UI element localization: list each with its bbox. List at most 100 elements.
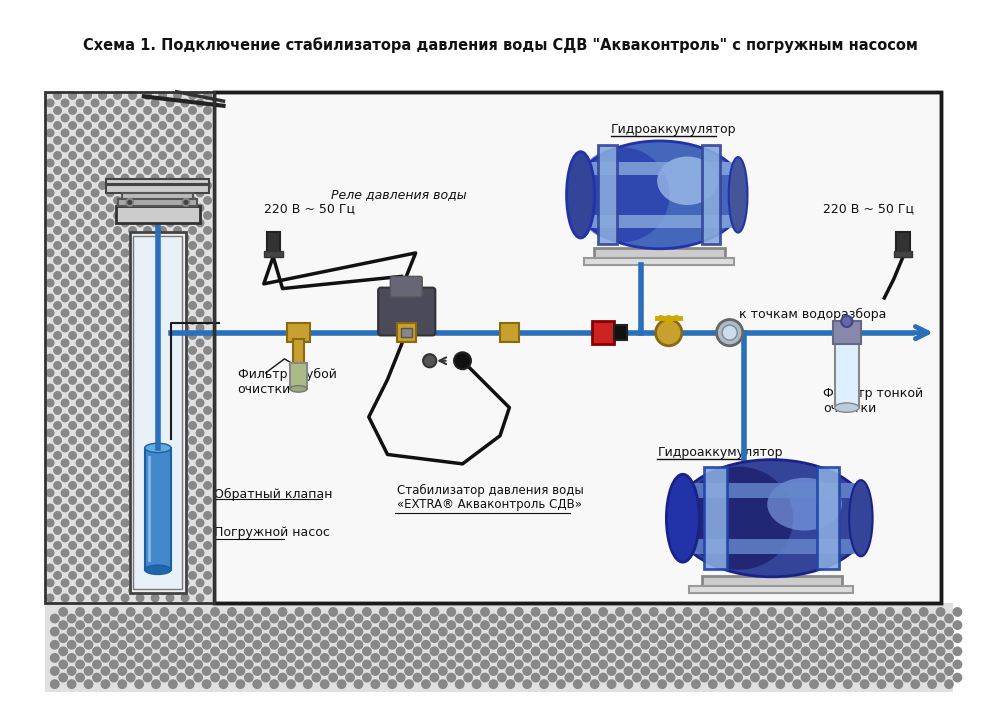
Circle shape xyxy=(144,106,151,114)
Circle shape xyxy=(174,377,181,384)
Circle shape xyxy=(144,257,151,264)
Circle shape xyxy=(69,242,76,249)
Circle shape xyxy=(99,497,106,504)
Circle shape xyxy=(439,628,447,636)
Circle shape xyxy=(768,647,776,655)
Circle shape xyxy=(515,608,523,616)
Circle shape xyxy=(945,667,953,675)
Circle shape xyxy=(69,587,76,594)
Circle shape xyxy=(54,407,61,414)
Circle shape xyxy=(388,628,396,636)
Circle shape xyxy=(99,197,106,204)
Circle shape xyxy=(46,339,54,347)
Circle shape xyxy=(135,614,143,623)
Circle shape xyxy=(159,407,166,414)
Circle shape xyxy=(152,614,160,623)
Circle shape xyxy=(776,640,784,649)
Circle shape xyxy=(61,429,69,437)
Circle shape xyxy=(481,673,489,682)
Circle shape xyxy=(84,680,93,688)
Circle shape xyxy=(666,608,675,616)
Circle shape xyxy=(801,660,810,669)
Circle shape xyxy=(76,114,84,121)
Circle shape xyxy=(91,474,99,482)
Circle shape xyxy=(174,347,181,354)
Circle shape xyxy=(76,504,84,512)
Circle shape xyxy=(118,614,126,623)
Circle shape xyxy=(574,654,582,662)
Circle shape xyxy=(228,647,236,655)
Circle shape xyxy=(666,673,675,682)
Circle shape xyxy=(159,332,166,339)
Circle shape xyxy=(151,324,159,332)
Circle shape xyxy=(61,519,69,527)
Circle shape xyxy=(650,608,658,616)
Circle shape xyxy=(278,608,287,616)
Circle shape xyxy=(936,621,945,629)
Circle shape xyxy=(784,621,793,629)
Circle shape xyxy=(261,634,270,643)
Circle shape xyxy=(666,634,675,643)
Circle shape xyxy=(582,608,590,616)
Circle shape xyxy=(174,287,181,294)
Circle shape xyxy=(196,504,204,512)
Ellipse shape xyxy=(767,478,842,531)
Circle shape xyxy=(196,399,204,407)
Circle shape xyxy=(106,519,114,527)
Circle shape xyxy=(506,654,515,662)
Circle shape xyxy=(136,204,144,212)
Circle shape xyxy=(99,362,106,369)
Circle shape xyxy=(114,512,121,519)
Circle shape xyxy=(498,647,506,655)
Circle shape xyxy=(46,249,54,257)
Circle shape xyxy=(106,279,114,287)
Circle shape xyxy=(204,527,211,534)
Circle shape xyxy=(121,99,129,106)
Circle shape xyxy=(106,579,114,587)
Circle shape xyxy=(106,414,114,422)
Circle shape xyxy=(118,640,126,649)
Circle shape xyxy=(144,347,151,354)
Circle shape xyxy=(186,628,194,636)
Circle shape xyxy=(106,219,114,227)
Circle shape xyxy=(683,660,692,669)
Circle shape xyxy=(46,429,54,437)
Circle shape xyxy=(51,628,59,636)
Circle shape xyxy=(99,437,106,444)
Circle shape xyxy=(135,667,143,675)
Circle shape xyxy=(337,628,346,636)
Circle shape xyxy=(51,680,59,688)
Circle shape xyxy=(136,174,144,182)
Circle shape xyxy=(166,264,174,272)
Circle shape xyxy=(877,667,886,675)
Circle shape xyxy=(515,647,523,655)
Circle shape xyxy=(464,660,472,669)
Circle shape xyxy=(84,197,91,204)
Circle shape xyxy=(396,608,405,616)
Circle shape xyxy=(159,317,166,324)
Circle shape xyxy=(447,647,455,655)
Circle shape xyxy=(540,667,548,675)
Circle shape xyxy=(76,189,84,197)
Circle shape xyxy=(159,452,166,459)
Circle shape xyxy=(166,159,174,166)
Circle shape xyxy=(742,667,751,675)
Circle shape xyxy=(354,628,363,636)
Circle shape xyxy=(136,549,144,557)
Circle shape xyxy=(204,182,211,189)
Circle shape xyxy=(174,452,181,459)
Circle shape xyxy=(181,429,189,437)
Circle shape xyxy=(166,474,174,482)
Circle shape xyxy=(106,489,114,497)
Circle shape xyxy=(136,474,144,482)
Circle shape xyxy=(46,414,54,422)
Circle shape xyxy=(118,680,126,688)
Circle shape xyxy=(422,640,430,649)
Circle shape xyxy=(204,467,211,474)
Circle shape xyxy=(548,673,557,682)
Circle shape xyxy=(54,362,61,369)
Circle shape xyxy=(121,564,129,572)
Circle shape xyxy=(818,673,827,682)
Circle shape xyxy=(675,614,683,623)
Circle shape xyxy=(860,614,869,623)
